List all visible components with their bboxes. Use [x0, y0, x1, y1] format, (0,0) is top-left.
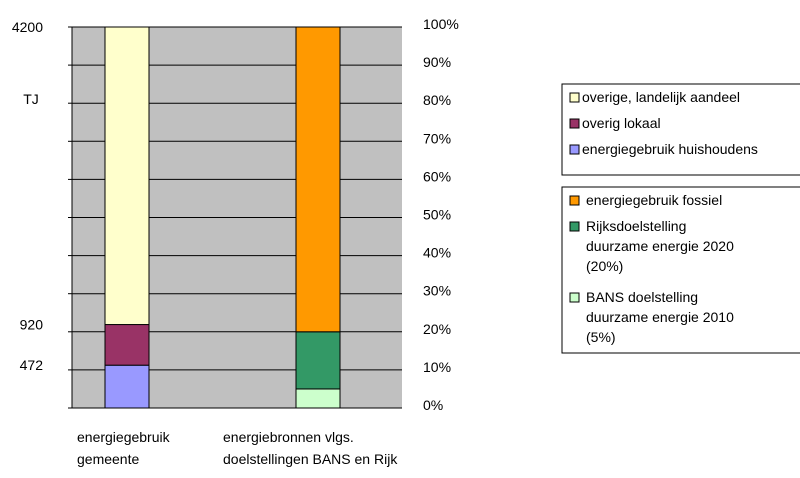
right-tick-label: 60% [423, 168, 451, 184]
bar-rijksdoelstelling-duurzame-energie-2020-20 [295, 331, 341, 390]
legend-swatch-energiegebruik-huishoudens [569, 144, 580, 155]
legend-label: BANS doelstelling [586, 289, 698, 305]
legend-label: energiegebruik huishoudens [582, 141, 758, 157]
category-label: energiebronnen vlgs. [223, 429, 354, 445]
legend-label: overig lokaal [582, 115, 661, 131]
legend-label: (20%) [586, 258, 623, 274]
bars [104, 26, 341, 409]
bar-energiegebruik-huishoudens [104, 364, 150, 409]
left-axis-unit: TJ [23, 91, 39, 107]
bar-overige-landelijk-aandeel [104, 26, 150, 326]
legend-swatch-overig-lokaal [569, 118, 580, 129]
axes: 4200 920 472 TJ 100% 90% 80% 70% 60% 50% 40% 30% 20%… [12, 16, 459, 467]
right-tick-label: 90% [423, 54, 451, 70]
legends: overige, landelijk aandeel overig lokaal e… [561, 83, 800, 354]
legend-swatch-bans-doelstelling-duurzame-energie-2010-5 [569, 292, 580, 303]
right-tick-label: 50% [423, 207, 451, 223]
bar-overig-lokaal [104, 324, 150, 366]
bar-energiegebruik-fossiel [295, 26, 341, 333]
legend-label: duurzame energie 2020 [586, 238, 734, 254]
right-tick-label: 20% [423, 321, 451, 337]
legend-swatch-energiegebruik-fossiel [569, 195, 580, 206]
category-label: doelstellingen BANS en Rijk [223, 451, 398, 467]
right-tick-label: 100% [423, 16, 459, 32]
legend-swatch-overige-landelijk-aandeel [569, 92, 580, 103]
legend-box [561, 83, 800, 176]
left-tick-label: 4200 [12, 19, 43, 35]
right-tick-label: 70% [423, 130, 451, 146]
legend-swatch-rijksdoelstelling-duurzame-energie-2020-20 [569, 221, 580, 232]
right-tick-label: 40% [423, 245, 451, 261]
right-tick-label: 30% [423, 283, 451, 299]
left-tick-label: 920 [20, 317, 44, 333]
right-tick-label: 0% [423, 397, 443, 413]
right-tick-label: 10% [423, 359, 451, 375]
legend-label: (5%) [586, 329, 616, 345]
category-label: energiegebruik [77, 429, 171, 445]
category-label: gemeente [77, 451, 139, 467]
bar-bans-doelstelling-duurzame-energie-2010-5 [295, 388, 341, 409]
left-tick-label: 472 [20, 357, 44, 373]
legend-label: energiegebruik fossiel [586, 192, 722, 208]
right-tick-label: 80% [423, 92, 451, 108]
legend-box [561, 186, 800, 354]
legend-label: Rijksdoelstelling [586, 218, 686, 234]
legend-label: duurzame energie 2010 [586, 309, 734, 325]
legend-label: overige, landelijk aandeel [582, 89, 740, 105]
